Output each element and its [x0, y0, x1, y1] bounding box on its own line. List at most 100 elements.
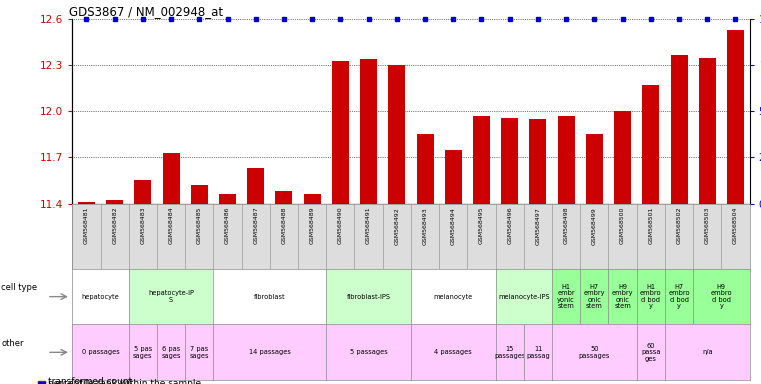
- Text: GSM568488: GSM568488: [5, 383, 10, 384]
- Bar: [699, 58, 716, 204]
- Text: GSM568501: GSM568501: [648, 207, 653, 244]
- Text: 50
passages: 50 passages: [578, 346, 610, 359]
- Text: GSM568484: GSM568484: [1, 383, 6, 384]
- Text: GSM568485: GSM568485: [2, 383, 7, 384]
- Bar: [473, 116, 490, 204]
- Text: hepatocyte: hepatocyte: [81, 294, 119, 300]
- Bar: [501, 118, 518, 204]
- Text: GSM568485: GSM568485: [197, 207, 202, 244]
- Text: transformed count: transformed count: [48, 377, 132, 384]
- Text: GSM568487: GSM568487: [253, 207, 258, 244]
- Text: GSM568491: GSM568491: [8, 383, 13, 384]
- Text: GSM568496: GSM568496: [13, 383, 18, 384]
- Bar: [416, 134, 434, 204]
- Text: percentile rank within the sample: percentile rank within the sample: [48, 379, 201, 384]
- Text: H9
embro
d bod
y: H9 embro d bod y: [711, 284, 732, 310]
- Text: GSM568504: GSM568504: [733, 207, 738, 244]
- Text: GSM568486: GSM568486: [225, 207, 230, 244]
- Text: GSM568491: GSM568491: [366, 207, 371, 244]
- Text: 14 passages: 14 passages: [249, 349, 291, 355]
- Text: GSM568504: GSM568504: [21, 383, 26, 384]
- Text: GSM568490: GSM568490: [338, 207, 343, 244]
- Text: fibroblast-IPS: fibroblast-IPS: [346, 294, 390, 300]
- Text: GSM568503: GSM568503: [705, 207, 710, 244]
- Text: 4 passages: 4 passages: [435, 349, 472, 355]
- Bar: [107, 200, 123, 204]
- Text: 5 pas
sages: 5 pas sages: [133, 346, 153, 359]
- Text: GSM568499: GSM568499: [16, 383, 21, 384]
- Bar: [614, 111, 631, 204]
- Bar: [360, 59, 377, 204]
- Text: GSM568481: GSM568481: [0, 383, 3, 384]
- Bar: [444, 150, 462, 204]
- Text: other: other: [2, 339, 24, 348]
- Text: GSM568487: GSM568487: [4, 383, 9, 384]
- Text: GSM568497: GSM568497: [536, 207, 540, 245]
- Text: GSM568494: GSM568494: [11, 383, 16, 384]
- Text: cell type: cell type: [2, 283, 37, 292]
- Text: GSM568500: GSM568500: [620, 207, 625, 244]
- Text: 0 passages: 0 passages: [81, 349, 119, 355]
- Text: GSM568483: GSM568483: [0, 383, 5, 384]
- Text: GSM568500: GSM568500: [17, 383, 22, 384]
- Bar: [191, 185, 208, 204]
- Text: GSM568502: GSM568502: [677, 207, 682, 244]
- Text: n/a: n/a: [702, 349, 712, 355]
- Bar: [586, 134, 603, 204]
- Bar: [332, 61, 349, 204]
- Text: GSM568495: GSM568495: [479, 207, 484, 244]
- Bar: [135, 180, 151, 204]
- Text: 60
passa
ges: 60 passa ges: [641, 343, 661, 362]
- Text: GSM568503: GSM568503: [20, 383, 25, 384]
- Text: melanocyte: melanocyte: [434, 294, 473, 300]
- Bar: [530, 119, 546, 204]
- Text: GSM568492: GSM568492: [9, 383, 14, 384]
- Text: GSM568499: GSM568499: [592, 207, 597, 245]
- Text: H1
embro
d bod
y: H1 embro d bod y: [640, 284, 661, 310]
- Text: 6 pas
sages: 6 pas sages: [161, 346, 181, 359]
- Bar: [275, 191, 292, 204]
- Bar: [642, 85, 659, 204]
- Text: GSM568495: GSM568495: [12, 383, 17, 384]
- Text: hepatocyte-iP
S: hepatocyte-iP S: [148, 290, 194, 303]
- Text: 5 passages: 5 passages: [350, 349, 387, 355]
- Text: GSM568492: GSM568492: [394, 207, 400, 245]
- Text: GSM568488: GSM568488: [282, 207, 286, 244]
- Text: GSM568482: GSM568482: [0, 383, 4, 384]
- Bar: [78, 202, 95, 204]
- Text: GSM568483: GSM568483: [140, 207, 145, 244]
- Text: GSM568489: GSM568489: [310, 207, 314, 244]
- Text: GSM568498: GSM568498: [564, 207, 568, 244]
- Text: GSM568494: GSM568494: [451, 207, 456, 245]
- Text: H1
embr
yonic
stem: H1 embr yonic stem: [557, 284, 575, 310]
- Text: GSM568490: GSM568490: [7, 383, 12, 384]
- Text: GSM568497: GSM568497: [14, 383, 19, 384]
- Text: H7
embro
d bod
y: H7 embro d bod y: [668, 284, 689, 310]
- Bar: [38, 382, 45, 384]
- Text: GSM568502: GSM568502: [19, 383, 24, 384]
- Text: GSM568496: GSM568496: [508, 207, 512, 244]
- Bar: [388, 65, 406, 204]
- Text: GSM568493: GSM568493: [10, 383, 15, 384]
- Text: H7
embry
onic
stem: H7 embry onic stem: [584, 284, 605, 310]
- Text: GSM568489: GSM568489: [6, 383, 11, 384]
- Text: GSM568493: GSM568493: [422, 207, 428, 245]
- Bar: [670, 55, 687, 204]
- Text: 7 pas
sages: 7 pas sages: [189, 346, 209, 359]
- Text: 15
passages: 15 passages: [494, 346, 525, 359]
- Bar: [219, 194, 236, 204]
- Bar: [38, 381, 45, 382]
- Text: GSM568486: GSM568486: [3, 383, 8, 384]
- Text: GSM568501: GSM568501: [18, 383, 23, 384]
- Bar: [558, 116, 575, 204]
- Text: 11
passag: 11 passag: [526, 346, 549, 359]
- Bar: [304, 194, 320, 204]
- Bar: [163, 153, 180, 204]
- Bar: [247, 168, 264, 204]
- Text: GSM568484: GSM568484: [169, 207, 174, 244]
- Text: GSM568481: GSM568481: [84, 207, 89, 244]
- Text: GDS3867 / NM_002948_at: GDS3867 / NM_002948_at: [69, 5, 223, 18]
- Text: melanocyte-IPS: melanocyte-IPS: [498, 294, 549, 300]
- Text: H9
embry
onic
stem: H9 embry onic stem: [612, 284, 633, 310]
- Bar: [727, 30, 744, 204]
